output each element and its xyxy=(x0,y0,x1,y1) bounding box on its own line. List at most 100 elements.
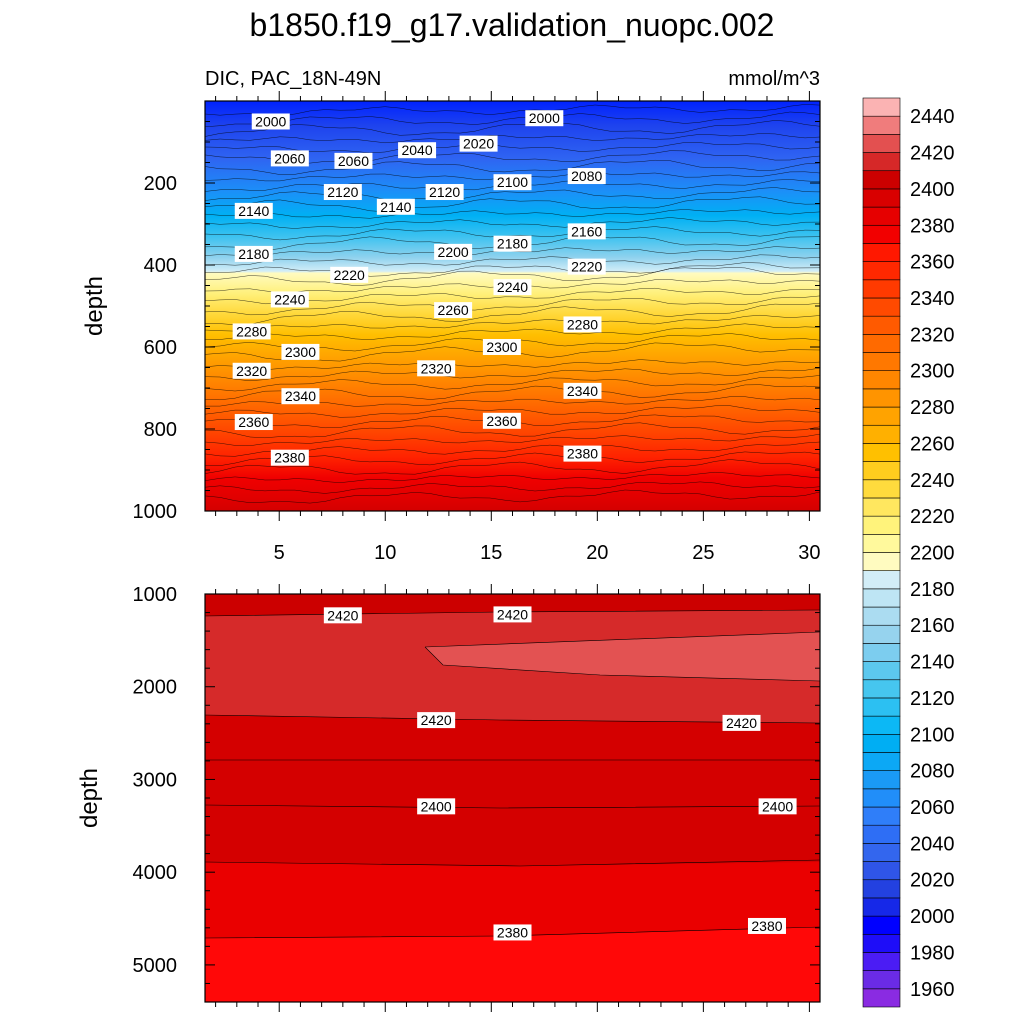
svg-text:2360: 2360 xyxy=(486,413,517,429)
colorbar-box xyxy=(862,570,901,590)
colorbar-tick-label: 2160 xyxy=(910,615,955,637)
svg-text:2420: 2420 xyxy=(327,607,358,623)
upper-x-tick-label: 25 xyxy=(692,542,714,564)
upper-y-tick-label: 1000 xyxy=(133,501,178,523)
svg-text:2280: 2280 xyxy=(236,323,267,339)
upper-y-tick-label: 200 xyxy=(144,173,177,195)
upper-contour-line xyxy=(205,187,820,201)
colorbar-tick-label: 2340 xyxy=(910,288,955,310)
lower-contour-label-2400: 2400 xyxy=(758,798,797,815)
upper-y-tick-label: 600 xyxy=(144,337,177,359)
colorbar-tick-label: 1980 xyxy=(910,942,955,964)
upper-x-tick-label: 15 xyxy=(480,542,502,564)
lower-contour-label-2420: 2420 xyxy=(417,712,456,729)
colorbar-tick-label: 2380 xyxy=(910,215,955,237)
colorbar-box xyxy=(862,733,901,753)
colorbar-box xyxy=(862,515,901,535)
colorbar-box xyxy=(862,206,901,226)
band-2400-2410 xyxy=(205,715,820,866)
upper-contour-line xyxy=(205,133,820,144)
upper-contour-line xyxy=(205,262,820,277)
upper-y-axis: 200 400 600 800 1000 xyxy=(133,100,820,523)
colorbar-box xyxy=(862,843,901,862)
upper-contour-label-2220: 2220 xyxy=(330,266,369,283)
colorbar-box xyxy=(862,115,901,135)
lower-y-tick-label: 4000 xyxy=(133,862,178,884)
upper-contour-label-2140: 2140 xyxy=(234,202,273,219)
upper-contour-line xyxy=(205,295,820,316)
upper-contour-line xyxy=(205,226,820,241)
colorbar-box xyxy=(862,806,901,826)
upper-contour-line xyxy=(205,159,820,175)
upper-contour-line xyxy=(205,209,820,219)
upper-contour-lines xyxy=(205,104,820,504)
upper-contour-label-2340: 2340 xyxy=(563,382,602,399)
colorbar-box xyxy=(862,443,901,462)
colorbar-tick-label: 2420 xyxy=(910,143,955,165)
colorbar-tick-label: 2060 xyxy=(910,797,955,819)
lower-contour-label-2400: 2400 xyxy=(417,798,456,815)
band-2380 xyxy=(205,927,820,1002)
colorbar-tick-label: 2280 xyxy=(910,397,955,419)
colorbar-tick-label: 2360 xyxy=(910,252,955,274)
colorbar-boxes xyxy=(862,97,901,1008)
upper-x-tick-label: 5 xyxy=(274,542,285,564)
upper-contour-label-2100: 2100 xyxy=(493,174,532,191)
colorbar-box xyxy=(862,534,901,553)
lower-x-axis xyxy=(215,584,810,1012)
upper-contour-label-2000: 2000 xyxy=(251,113,290,130)
upper-contour-label-2380: 2380 xyxy=(270,449,309,466)
upper-contour-label-2180: 2180 xyxy=(493,235,532,252)
colorbar-tick-label: 2260 xyxy=(910,433,955,455)
colorbar-tick-label: 2120 xyxy=(910,688,955,710)
upper-contour-line xyxy=(205,459,820,475)
svg-text:2260: 2260 xyxy=(438,302,469,318)
upper-contour-line xyxy=(205,217,820,229)
upper-contour-label-2360: 2360 xyxy=(234,414,273,431)
upper-contour-label-2000: 2000 xyxy=(525,110,564,127)
svg-text:2340: 2340 xyxy=(567,383,598,399)
colorbar-box xyxy=(862,952,901,971)
upper-contour-line xyxy=(205,422,820,439)
svg-text:2080: 2080 xyxy=(571,168,602,184)
upper-contour-label-2240: 2240 xyxy=(270,291,309,308)
upper-contour-label-2380: 2380 xyxy=(563,445,602,462)
svg-text:2060: 2060 xyxy=(338,153,369,169)
upper-contour-label-2060: 2060 xyxy=(334,152,373,169)
upper-contour-line xyxy=(205,196,820,212)
colorbar-box xyxy=(862,352,901,371)
svg-text:2040: 2040 xyxy=(401,142,432,158)
svg-text:2160: 2160 xyxy=(571,223,602,239)
svg-text:2340: 2340 xyxy=(285,388,316,404)
colorbar-tick-label: 2400 xyxy=(910,179,955,201)
svg-text:2180: 2180 xyxy=(238,246,269,262)
colorbar-box xyxy=(862,697,901,717)
upper-contour-line xyxy=(205,375,820,392)
svg-text:2320: 2320 xyxy=(421,360,452,376)
svg-text:2120: 2120 xyxy=(327,184,358,200)
upper-contour-label-2220: 2220 xyxy=(567,258,606,275)
svg-text:2100: 2100 xyxy=(497,174,528,190)
colorbar-box xyxy=(862,370,901,390)
colorbar-box xyxy=(862,679,901,699)
svg-text:2420: 2420 xyxy=(421,712,452,728)
colorbar-box xyxy=(862,224,901,244)
variable-region-label: DIC, PAC_18N-49N xyxy=(205,68,381,90)
upper-contour-label-2260: 2260 xyxy=(434,302,473,319)
upper-contour-line xyxy=(205,120,820,137)
colorbar-tick-labels: 1960 1980 2000 2020 2040 2060 2080 2100 2120 2140… xyxy=(910,106,955,1001)
colorbar-box xyxy=(862,788,901,808)
colorbar-tick-label: 2140 xyxy=(910,652,955,674)
colorbar-box xyxy=(862,752,901,771)
upper-contour-line xyxy=(205,471,820,483)
svg-text:2060: 2060 xyxy=(274,150,305,166)
svg-text:2000: 2000 xyxy=(529,110,560,126)
svg-text:2240: 2240 xyxy=(274,291,305,307)
svg-text:2240: 2240 xyxy=(497,279,528,295)
upper-x-tick-label: 30 xyxy=(798,542,820,564)
colorbar-tick-label: 2080 xyxy=(910,761,955,783)
colorbar-box xyxy=(862,715,901,735)
